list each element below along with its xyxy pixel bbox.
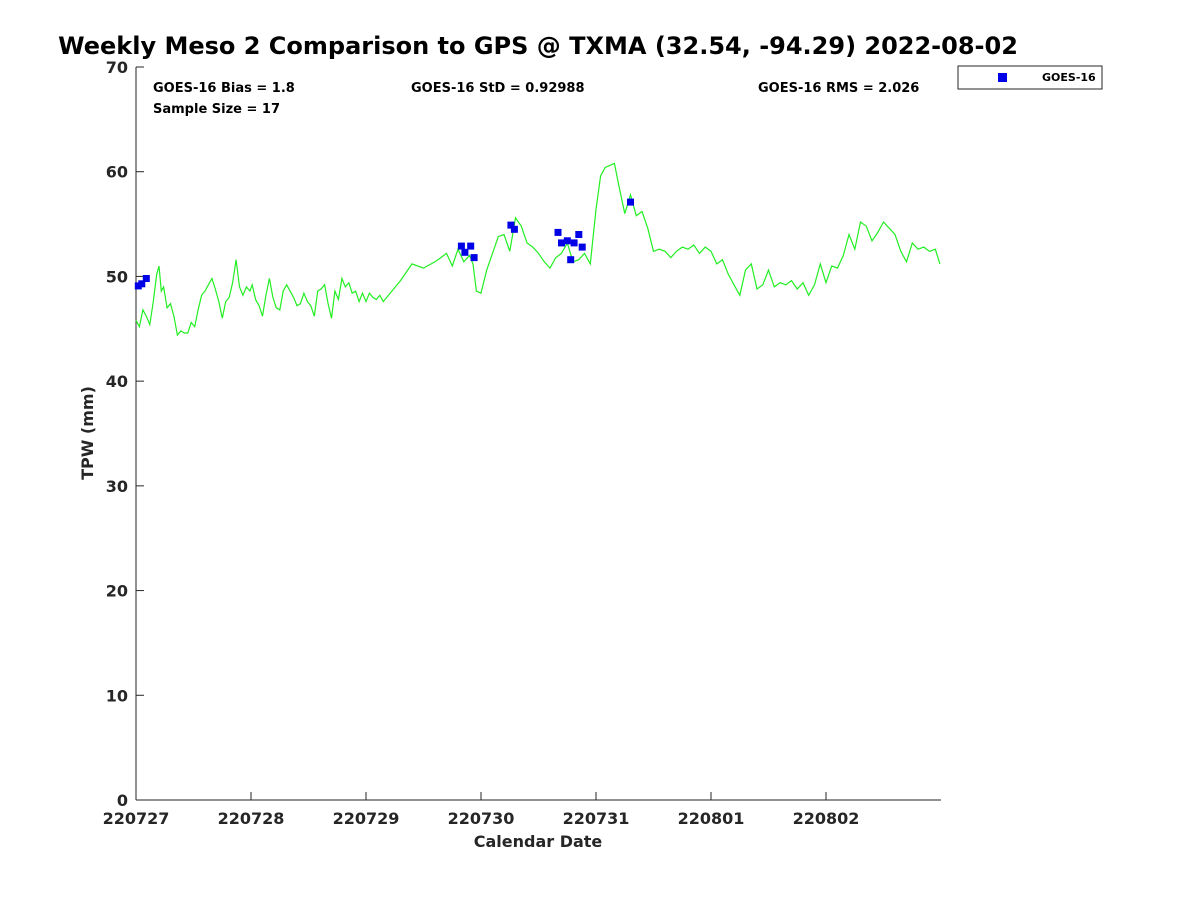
- data-point-goes16: [510, 225, 518, 233]
- data-point-goes16: [578, 243, 586, 251]
- data-point-goes16: [467, 242, 475, 250]
- plot-background: [136, 67, 941, 800]
- data-point-goes16: [570, 239, 578, 247]
- data-point-goes16: [558, 239, 565, 247]
- data-point-goes16: [554, 228, 562, 236]
- y-tick-label: 30: [106, 477, 128, 496]
- data-point-goes16: [567, 256, 575, 264]
- x-tick-label: 220802: [793, 809, 860, 828]
- series-line-gps: [135, 162, 941, 337]
- stat-rms: GOES-16 RMS = 2.026: [758, 81, 919, 96]
- data-point-goes16: [507, 221, 515, 229]
- data-point-goes16: [138, 280, 146, 288]
- series-layer: [134, 162, 941, 337]
- x-tick-label: 220727: [103, 809, 170, 828]
- y-tick-label: 0: [117, 791, 128, 810]
- x-tick-label: 220730: [448, 809, 515, 828]
- y-tick-label: 50: [106, 267, 128, 286]
- data-point-goes16: [563, 237, 571, 245]
- y-axis-label: TPW (mm): [78, 386, 97, 480]
- y-tick-label: 70: [106, 58, 128, 77]
- x-tick-label: 220731: [563, 809, 630, 828]
- data-point-goes16: [627, 198, 634, 206]
- stat-std: GOES-16 StD = 0.92988: [411, 81, 585, 96]
- x-tick-label: 220801: [678, 809, 745, 828]
- data-point-goes16: [461, 248, 469, 256]
- plot-area: [135, 67, 941, 801]
- x-axis-label: Calendar Date: [474, 832, 603, 851]
- legend-label-goes16: GOES-16: [1042, 71, 1096, 84]
- y-tick-label: 20: [106, 582, 128, 601]
- legend-marker-goes16: [998, 73, 1007, 82]
- data-point-goes16: [575, 231, 583, 238]
- stat-sample-size: Sample Size = 17: [153, 102, 280, 117]
- y-tick-label: 10: [106, 686, 128, 705]
- stat-bias: GOES-16 Bias = 1.8: [153, 81, 295, 96]
- legend: GOES-16: [957, 65, 1103, 90]
- x-tick-label: 220728: [218, 809, 285, 828]
- data-point-goes16: [142, 275, 150, 282]
- stats-annotations: GOES-16 Bias = 1.8 GOES-16 StD = 0.92988…: [153, 81, 919, 117]
- chart-title: Weekly Meso 2 Comparison to GPS @ TXMA (…: [58, 32, 1018, 60]
- y-tick-label: 40: [106, 372, 128, 391]
- y-axis-ticks: 0 10 20 30 40 50 60 70: [106, 58, 144, 810]
- data-point-goes16: [470, 254, 478, 262]
- legend-box: [957, 65, 1103, 90]
- x-axis-ticks: 220727 220728 220729 220730 220731 220801 2208…: [103, 792, 860, 828]
- y-tick-label: 60: [106, 163, 128, 182]
- x-tick-label: 220729: [333, 809, 400, 828]
- data-point-goes16: [457, 242, 465, 250]
